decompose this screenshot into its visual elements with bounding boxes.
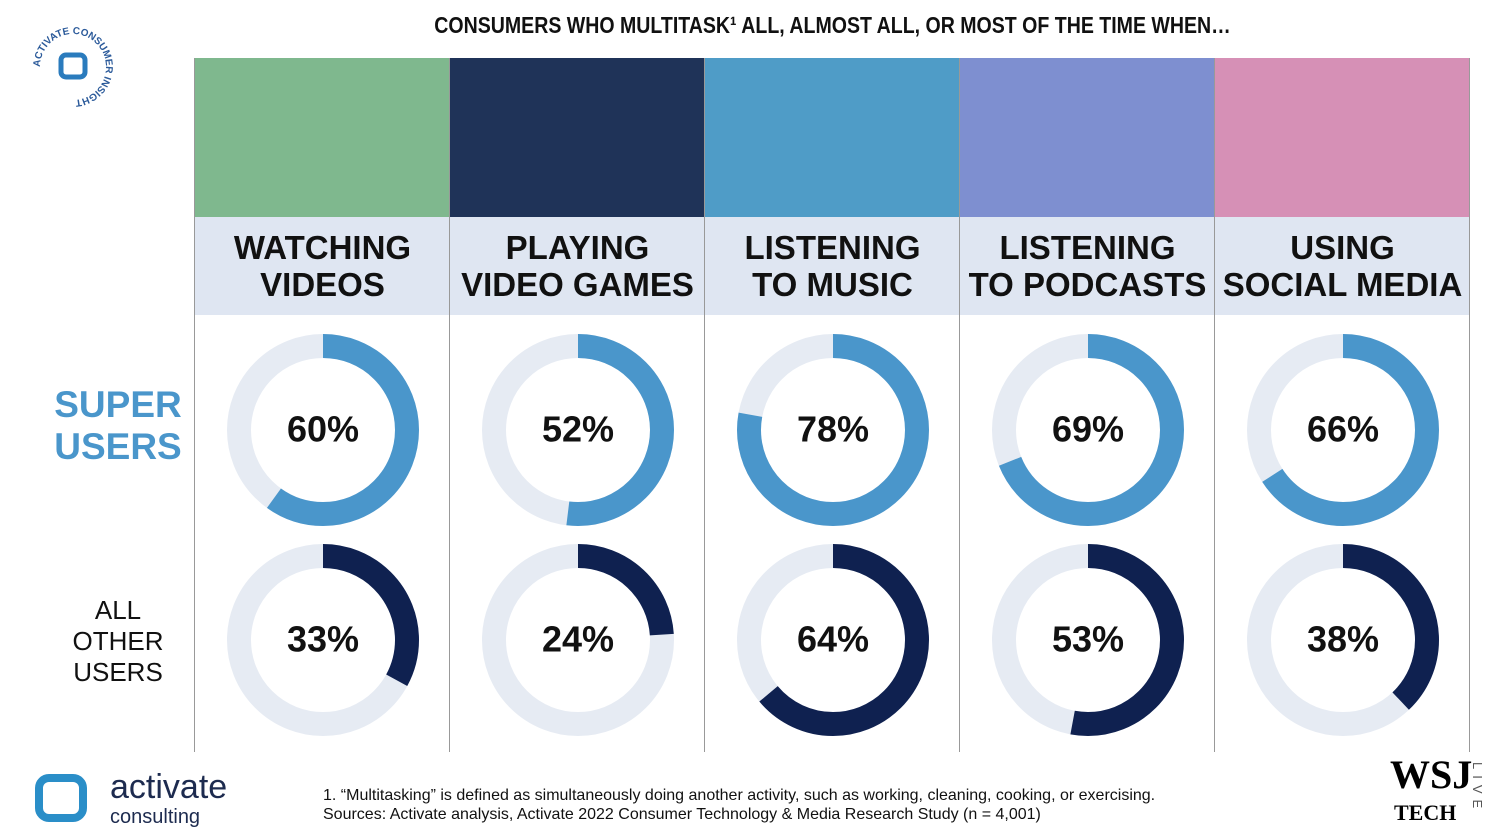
footnote-block: 1. “Multitasking” is defined as simultan… (323, 786, 1155, 824)
partner-name: WSJ (1390, 752, 1473, 797)
donut-arc (1246, 334, 1439, 526)
photo (195, 58, 450, 217)
value-label: 52% (541, 409, 613, 450)
donut: 52% (481, 334, 674, 526)
column-divider (449, 58, 450, 752)
category-label: LISTENING TO MUSIC (705, 217, 960, 315)
donut-arc (481, 544, 674, 736)
row-label: SUPER USERS (54, 384, 182, 467)
value-label: 53% (1051, 619, 1123, 660)
donut-arc (1246, 544, 1439, 736)
value-label: 69% (1051, 409, 1123, 450)
value-label: 66% (1306, 409, 1378, 450)
donut-arc (991, 334, 1184, 526)
logo-shape (35, 774, 87, 822)
column-divider (1469, 58, 1470, 752)
value-label: 24% (541, 619, 613, 660)
donut: 69% (991, 334, 1184, 526)
badge-text: ACTIVATE CONSUMER INSIGHT (32, 26, 114, 108)
category-label: WATCHING VIDEOS (195, 217, 450, 315)
donut: 24% (481, 544, 674, 736)
sources: Sources: Activate analysis, Activate 202… (323, 806, 1041, 823)
row-label: ALL OTHER USERS (72, 595, 164, 687)
donut-arc (481, 334, 674, 526)
column-divider (959, 58, 960, 752)
logo-sub: consulting (110, 806, 201, 828)
logo-name: activate (110, 768, 228, 806)
value-label: 64% (796, 619, 868, 660)
donut: 33% (226, 544, 419, 736)
donut-arc (736, 334, 929, 526)
donut-arc (736, 544, 929, 736)
photo (960, 58, 1215, 217)
donut: 64% (736, 544, 929, 736)
photo (1215, 58, 1470, 217)
category-label: USING SOCIAL MEDIA (1215, 217, 1470, 315)
donut-arc (991, 544, 1184, 736)
donut: 78% (736, 334, 929, 526)
donut: 66% (1246, 334, 1439, 526)
donut-arc (226, 334, 419, 526)
column-divider (704, 58, 705, 752)
value-label: 60% (286, 409, 358, 450)
donut: 53% (991, 544, 1184, 736)
column-divider (1214, 58, 1215, 752)
donut: 38% (1246, 544, 1439, 736)
badge: ACTIVATE CONSUMER INSIGHT (32, 26, 114, 108)
column-divider (194, 58, 195, 752)
value-label: 78% (796, 409, 868, 450)
category-label: PLAYING VIDEO GAMES (450, 217, 705, 315)
logo-icon (35, 774, 87, 822)
value-label: 38% (1306, 619, 1378, 660)
chart-title: CONSUMERS WHO MULTITASK¹ ALL, ALMOST ALL… (434, 12, 1231, 38)
donut-arc (226, 544, 419, 736)
footnote: 1. “Multitasking” is defined as simultan… (323, 787, 1156, 804)
photo (450, 58, 705, 217)
photo (705, 58, 960, 217)
donut: 60% (226, 334, 419, 526)
value-label: 33% (286, 619, 358, 660)
partner-tag: LIVE (1470, 762, 1485, 815)
partner-sub: TECH (1394, 800, 1457, 825)
category-label: LISTENING TO PODCASTS (960, 217, 1215, 315)
badge-icon (58, 52, 88, 80)
badge-path: ACTIVATE CONSUMER INSIGHT (32, 26, 114, 108)
